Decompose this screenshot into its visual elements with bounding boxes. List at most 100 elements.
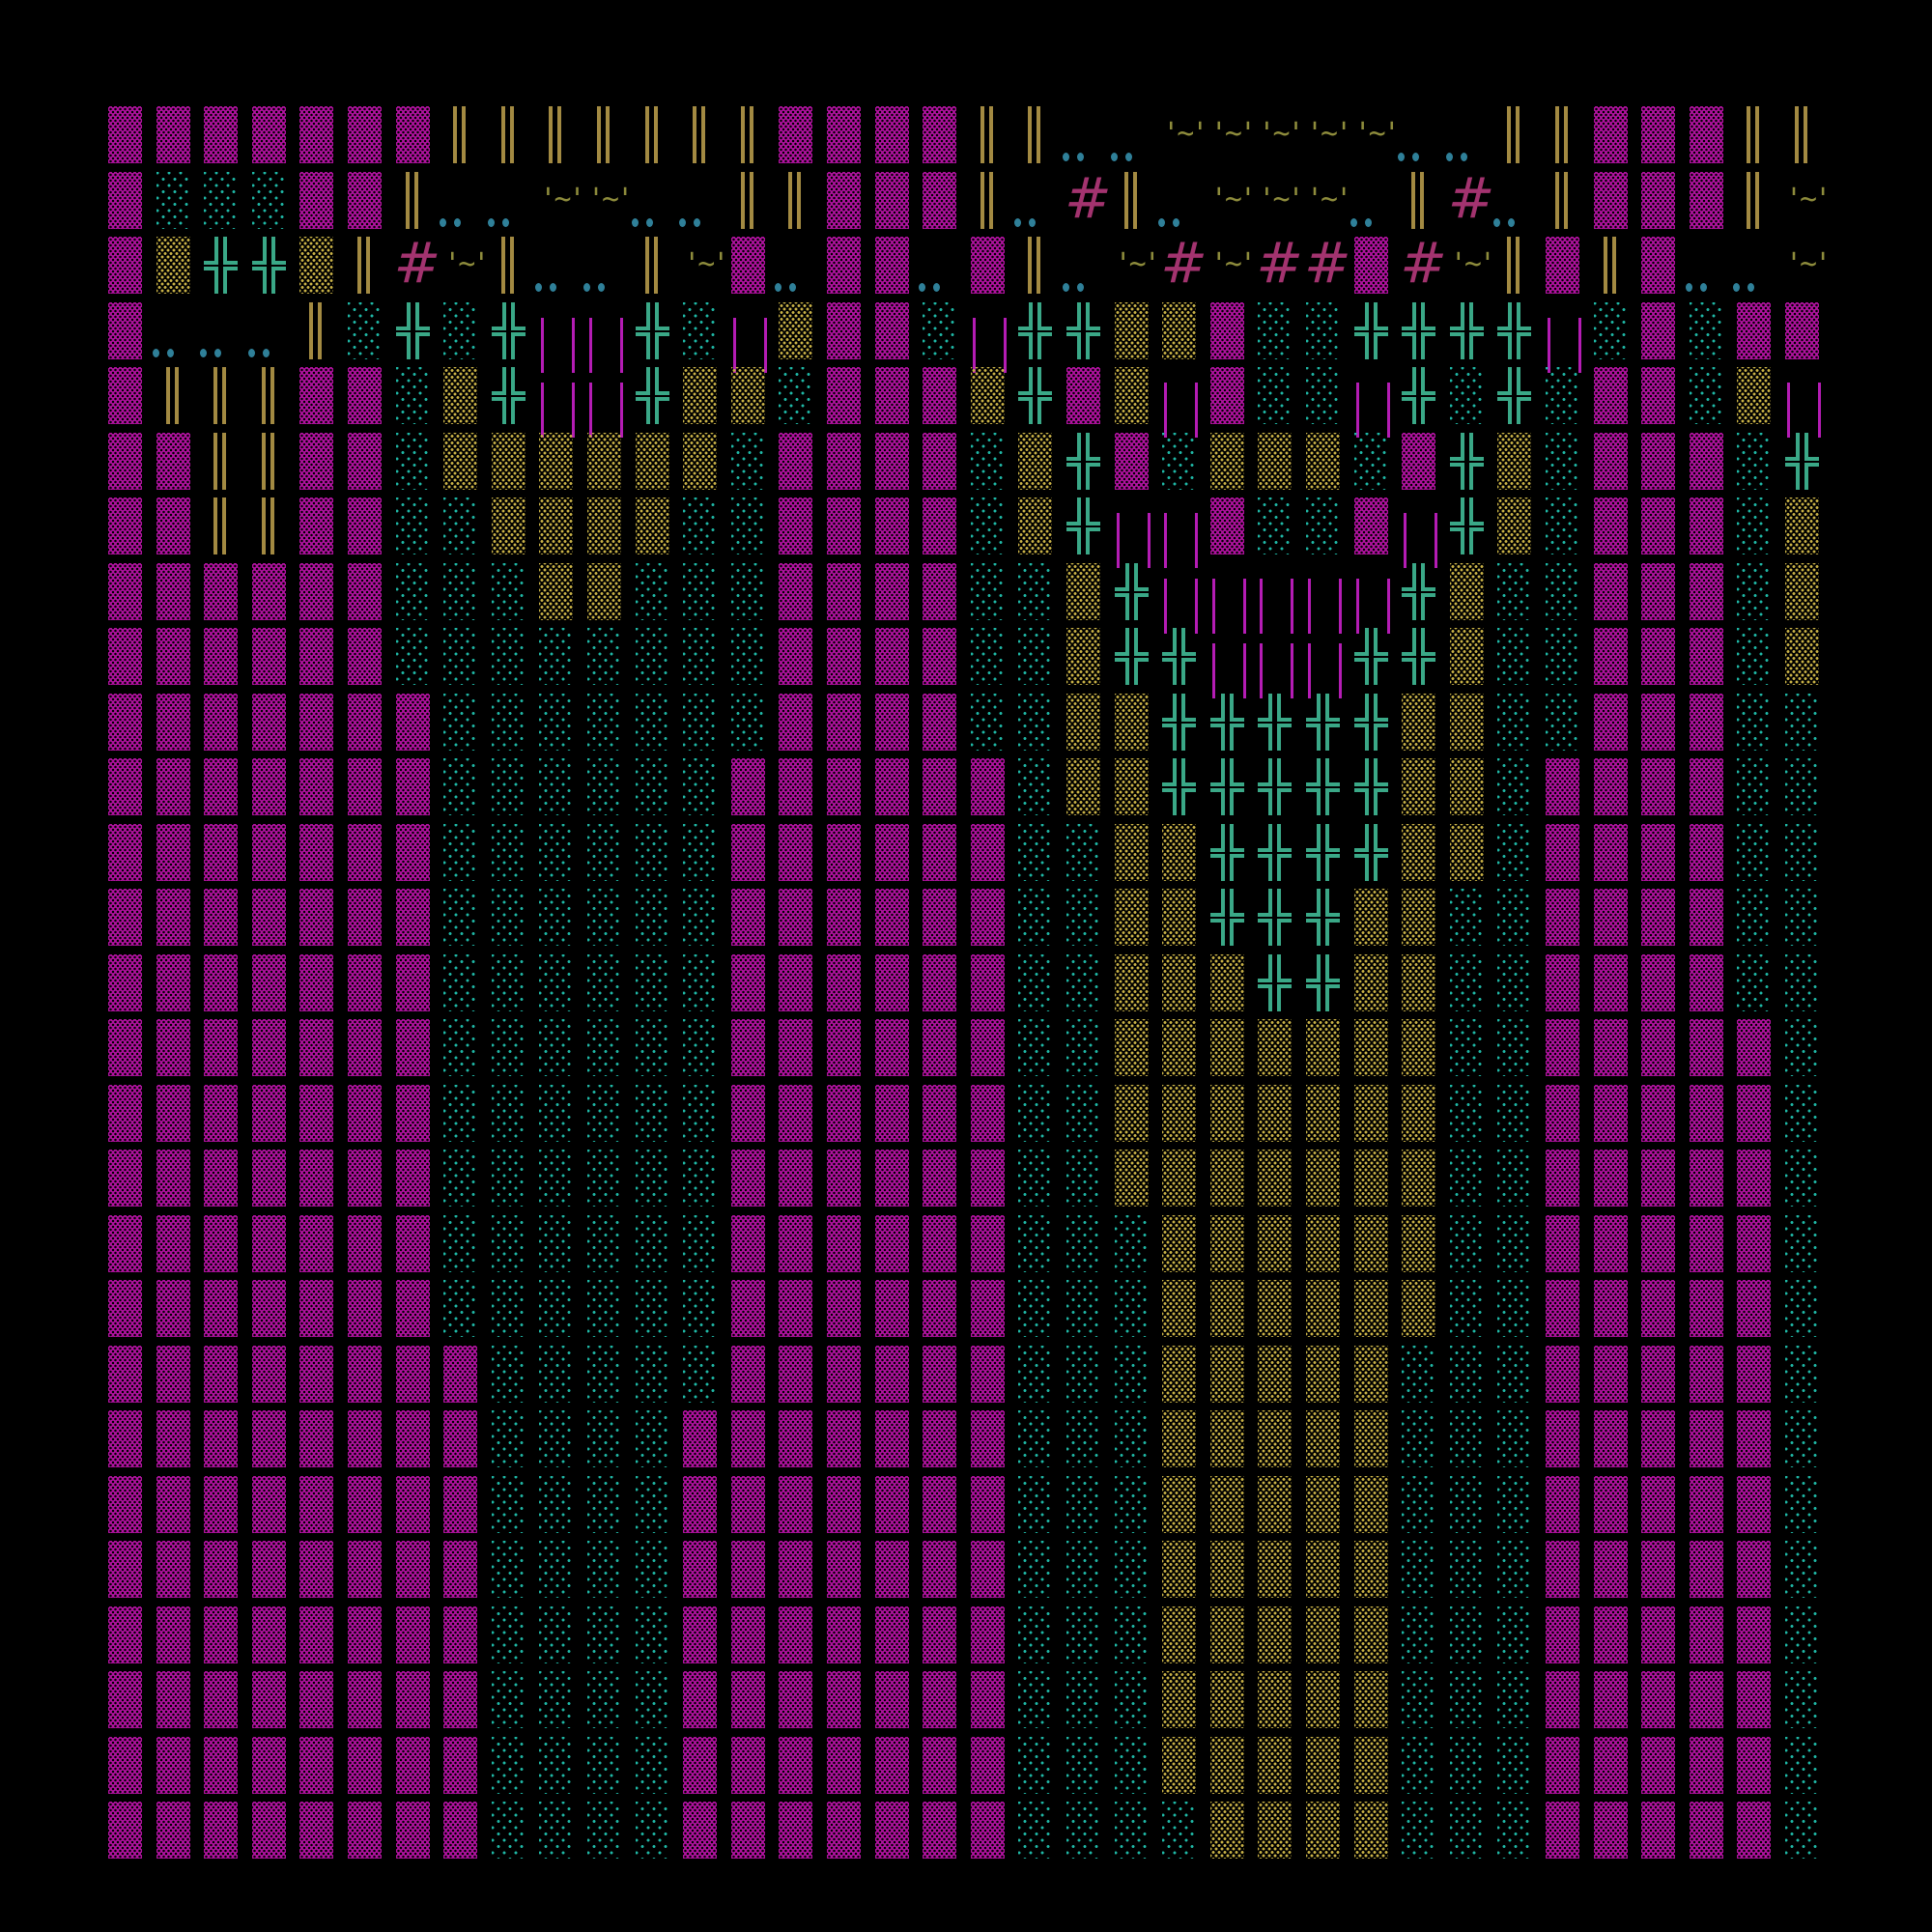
glyph-tilde-quote-part: '~' xyxy=(1209,247,1257,281)
glyph-light-shade-part xyxy=(1258,367,1293,424)
glyph-dense-shade-part xyxy=(348,171,382,229)
glyph-light-shade-part xyxy=(1066,1214,1100,1272)
glyph-double-vertical-part xyxy=(500,237,505,294)
glyph-dense-shade xyxy=(1641,432,1690,498)
glyph-dense-shade-part xyxy=(874,1605,909,1663)
glyph-medium-shade xyxy=(1209,1541,1259,1606)
glyph-dense-shade xyxy=(1641,1541,1690,1606)
glyph-dense-shade-part xyxy=(156,758,190,815)
glyph-light-shade-part xyxy=(1497,1345,1532,1403)
glyph-light-shade xyxy=(1018,889,1066,954)
glyph-double-cross xyxy=(1306,693,1354,759)
glyph-medium-shade-part xyxy=(156,237,190,294)
glyph-dense-shade xyxy=(251,693,300,759)
glyph-dense-shade-part xyxy=(970,953,1005,1011)
glyph-dense-shade-part xyxy=(1546,1541,1579,1598)
glyph-medium-shade xyxy=(1114,823,1163,890)
glyph-dense-shade-part xyxy=(156,1214,190,1272)
glyph-light-shade-part xyxy=(1018,562,1053,620)
glyph-medium-shade-part xyxy=(1402,693,1436,751)
glyph-dense-shade-part xyxy=(1593,1084,1628,1142)
glyph-double-cross xyxy=(1018,367,1066,433)
glyph-double-cross xyxy=(1353,693,1403,759)
glyph-dense-shade xyxy=(874,1019,923,1085)
glyph-dense-shade-part xyxy=(1546,1802,1579,1859)
glyph-medium-shade xyxy=(587,497,636,563)
glyph-light-shade-part xyxy=(1785,1605,1819,1663)
glyph-tilde-quote-part: '~' xyxy=(1306,117,1352,151)
glyph-double-cross-stroke xyxy=(1421,367,1436,395)
glyph-double-vertical-part xyxy=(597,106,601,163)
glyph-medium-shade xyxy=(1402,889,1450,954)
glyph-light-shade-part xyxy=(730,562,765,620)
glyph-light-shade-part xyxy=(587,1280,621,1337)
glyph-double-dot-part xyxy=(598,283,605,292)
glyph-dense-shade xyxy=(1641,1736,1690,1803)
glyph-dense-shade xyxy=(156,1605,205,1672)
glyph-dense-shade-part xyxy=(923,1150,957,1207)
glyph-medium-shade-part xyxy=(1114,693,1149,751)
glyph-medium-shade xyxy=(1449,823,1498,890)
glyph-medium-shade xyxy=(1306,1736,1354,1803)
glyph-dense-shade xyxy=(204,693,252,759)
glyph-tilde-quote-part: '~' xyxy=(1258,182,1304,216)
glyph-dense-shade-part xyxy=(779,953,813,1011)
glyph-double-cross xyxy=(1785,432,1833,498)
glyph-dense-shade xyxy=(874,171,923,238)
glyph-light-shade-part xyxy=(587,1410,621,1467)
glyph-double-vertical-part xyxy=(165,367,170,424)
glyph-double-dot-part xyxy=(1493,217,1501,227)
glyph-double-vertical-part xyxy=(222,432,227,490)
glyph-dense-shade-part xyxy=(827,823,861,881)
glyph-double-dot-part xyxy=(1747,283,1755,292)
glyph-light-shade xyxy=(1018,693,1066,759)
glyph-light-shade xyxy=(491,953,540,1020)
glyph-double-cross-shape xyxy=(1209,693,1244,751)
glyph-light-shade-part xyxy=(1018,1019,1053,1076)
glyph-dense-shade xyxy=(299,758,348,824)
glyph-double-cross-shape xyxy=(1402,628,1436,685)
glyph-light-shade xyxy=(491,1736,540,1803)
glyph-dense-shade xyxy=(730,1605,780,1672)
glyph-dense-shade xyxy=(299,1280,348,1346)
glyph-double-vertical-part xyxy=(1516,106,1520,163)
glyph-light-shade xyxy=(539,1150,587,1215)
glyph-dense-shade xyxy=(395,1345,444,1411)
glyph-double-cross xyxy=(1306,823,1354,890)
glyph-double-cross-stroke xyxy=(1468,527,1484,554)
glyph-double-cross-stroke xyxy=(1066,301,1081,330)
glyph-double-cross-stroke xyxy=(270,237,286,265)
glyph-dense-shade-part xyxy=(108,1280,142,1337)
glyph-medium-shade xyxy=(1402,1019,1450,1085)
glyph-light-shade xyxy=(539,1671,587,1737)
glyph-dense-shade xyxy=(923,497,971,563)
glyph-dense-shade-part xyxy=(251,1671,286,1728)
glyph-light-shade xyxy=(635,1150,684,1215)
glyph-light-shade xyxy=(1785,1475,1833,1542)
glyph-double-cross-stroke xyxy=(1086,301,1100,330)
glyph-pipe-pair xyxy=(1306,628,1354,698)
glyph-light-shade xyxy=(443,497,492,563)
glyph-dense-shade xyxy=(299,562,348,629)
glyph-dense-shade xyxy=(779,628,827,694)
glyph-dense-shade-part xyxy=(1641,1475,1676,1533)
glyph-light-shade xyxy=(1402,1345,1450,1411)
glyph-light-shade-part xyxy=(587,1150,621,1207)
glyph-double-cross-stroke xyxy=(1114,658,1129,685)
glyph-double-vertical xyxy=(252,497,300,563)
glyph-double-vertical xyxy=(1018,237,1066,302)
glyph-light-shade xyxy=(635,628,684,694)
glyph-double-cross-shape xyxy=(1497,367,1532,424)
glyph-medium-shade-part xyxy=(1353,1345,1388,1403)
glyph-double-dot xyxy=(1063,237,1115,302)
glyph-dense-shade xyxy=(874,1150,923,1215)
glyph-light-shade-part xyxy=(1546,497,1579,554)
glyph-light-shade-part xyxy=(635,628,669,685)
glyph-dense-shade-part xyxy=(156,1802,190,1859)
glyph-dense-shade-part xyxy=(970,1084,1005,1142)
glyph-medium-shade-part xyxy=(1402,758,1436,815)
glyph-light-shade-part xyxy=(683,953,718,1011)
glyph-dense-shade-part xyxy=(251,889,286,946)
glyph-double-dot xyxy=(919,237,971,302)
glyph-dense-shade xyxy=(730,889,780,954)
